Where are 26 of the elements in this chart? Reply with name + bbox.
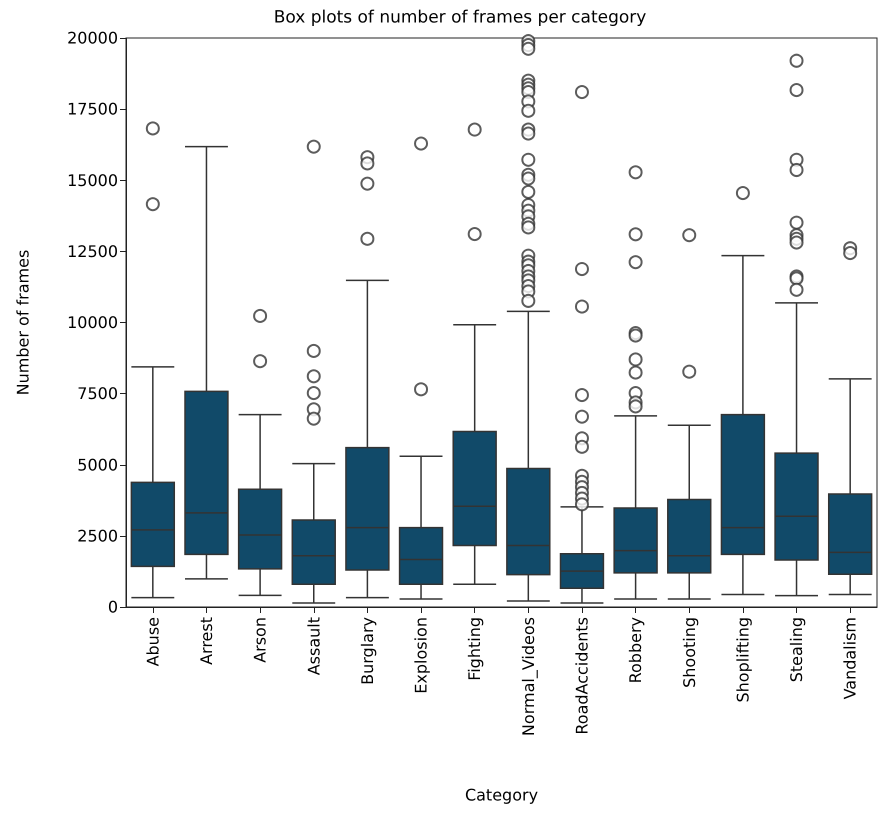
x-tick-label: Arson bbox=[250, 617, 270, 663]
x-tick-label: Burglary bbox=[358, 617, 377, 685]
x-tick-label: Normal_Videos bbox=[518, 617, 538, 736]
x-axis-title: Category bbox=[464, 786, 538, 804]
x-tick-label: Shoplifting bbox=[733, 617, 752, 702]
y-tick-label: 15000 bbox=[67, 170, 118, 190]
y-tick-label: 7500 bbox=[77, 384, 118, 404]
y-tick-label: 17500 bbox=[67, 100, 118, 119]
x-tick-label: Stealing bbox=[787, 617, 806, 682]
x-tick-label: Robbery bbox=[626, 617, 646, 684]
y-tick-label: 2500 bbox=[77, 526, 118, 546]
y-tick-label: 5000 bbox=[77, 455, 118, 474]
x-tick-label: RoadAccidents bbox=[572, 617, 592, 735]
y-tick-label: 0 bbox=[108, 598, 118, 616]
chart-title: Box plots of number of frames per category bbox=[274, 8, 646, 28]
x-tick-label: Fighting bbox=[465, 617, 484, 681]
x-tick-label: Assault bbox=[304, 617, 324, 676]
x-tick-label: Vandalism bbox=[840, 617, 860, 700]
y-axis-title: Number of frames bbox=[14, 250, 32, 396]
x-tick-label: Explosion bbox=[412, 617, 431, 694]
x-tick-label: Arrest bbox=[196, 617, 216, 665]
y-tick-label: 12500 bbox=[67, 242, 118, 261]
x-tick-label: Shooting bbox=[680, 617, 699, 688]
y-tick-label: 20000 bbox=[67, 28, 118, 48]
y-tick-label: 10000 bbox=[67, 313, 118, 332]
x-tick-label: Abuse bbox=[143, 617, 162, 666]
